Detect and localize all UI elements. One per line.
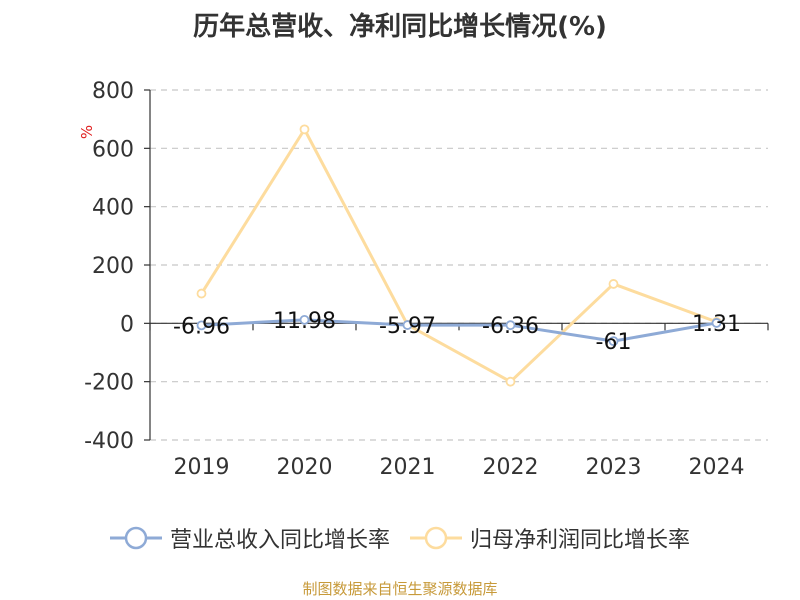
y-tick-label: 0 (120, 312, 134, 337)
data-point (505, 320, 516, 331)
y-axis-label: % (78, 125, 96, 139)
legend-label-revenue: 营业总收入同比增长率 (169, 528, 390, 553)
x-tick-label: 2023 (586, 455, 642, 480)
chart-title: 历年总营收、净利同比增长情况(%) (193, 12, 607, 42)
data-point (711, 318, 722, 328)
data-point (299, 314, 310, 325)
data-label: -6.96 (173, 314, 230, 339)
x-tick-label: 2024 (689, 455, 745, 480)
x-tick-label: 2019 (174, 455, 230, 480)
legend-swatch-revenue (109, 526, 162, 550)
x-tick-label: 2021 (380, 455, 436, 480)
data-label: -6.36 (482, 314, 539, 339)
data-point (196, 288, 207, 299)
y-tick-label: -400 (84, 429, 134, 454)
chart-legend: 营业总收入同比增长率 归母净利润同比增长率 (0, 518, 800, 558)
series-line (201, 318, 717, 343)
x-tick-label: 2020 (277, 455, 333, 480)
data-point (505, 376, 516, 387)
y-tick-label: 400 (92, 196, 134, 221)
x-tick-label: 2022 (483, 455, 539, 480)
y-tick-label: 600 (92, 137, 134, 162)
data-label: -5.97 (379, 314, 436, 339)
data-label: 1.31 (692, 312, 741, 337)
y-tick-label: 200 (92, 254, 134, 279)
data-point (299, 124, 310, 135)
series-line (200, 127, 718, 384)
data-point (402, 320, 413, 330)
source-note: 制图数据来自恒生聚源数据库 (302, 580, 498, 598)
legend-label-netprofit: 归母净利润同比增长率 (470, 528, 691, 553)
y-tick-label: -200 (84, 371, 134, 396)
data-label: -61 (596, 330, 632, 355)
legend-swatch-netprofit (410, 526, 462, 550)
data-point (608, 279, 619, 289)
data-point (608, 336, 619, 347)
y-tick-label: 800 (92, 79, 134, 104)
legend-item-revenue[interactable]: 营业总收入同比增长率 (109, 522, 390, 554)
data-point (196, 320, 207, 331)
data-label: 11.98 (273, 309, 336, 334)
legend-item-netprofit[interactable]: 归母净利润同比增长率 (410, 522, 690, 554)
